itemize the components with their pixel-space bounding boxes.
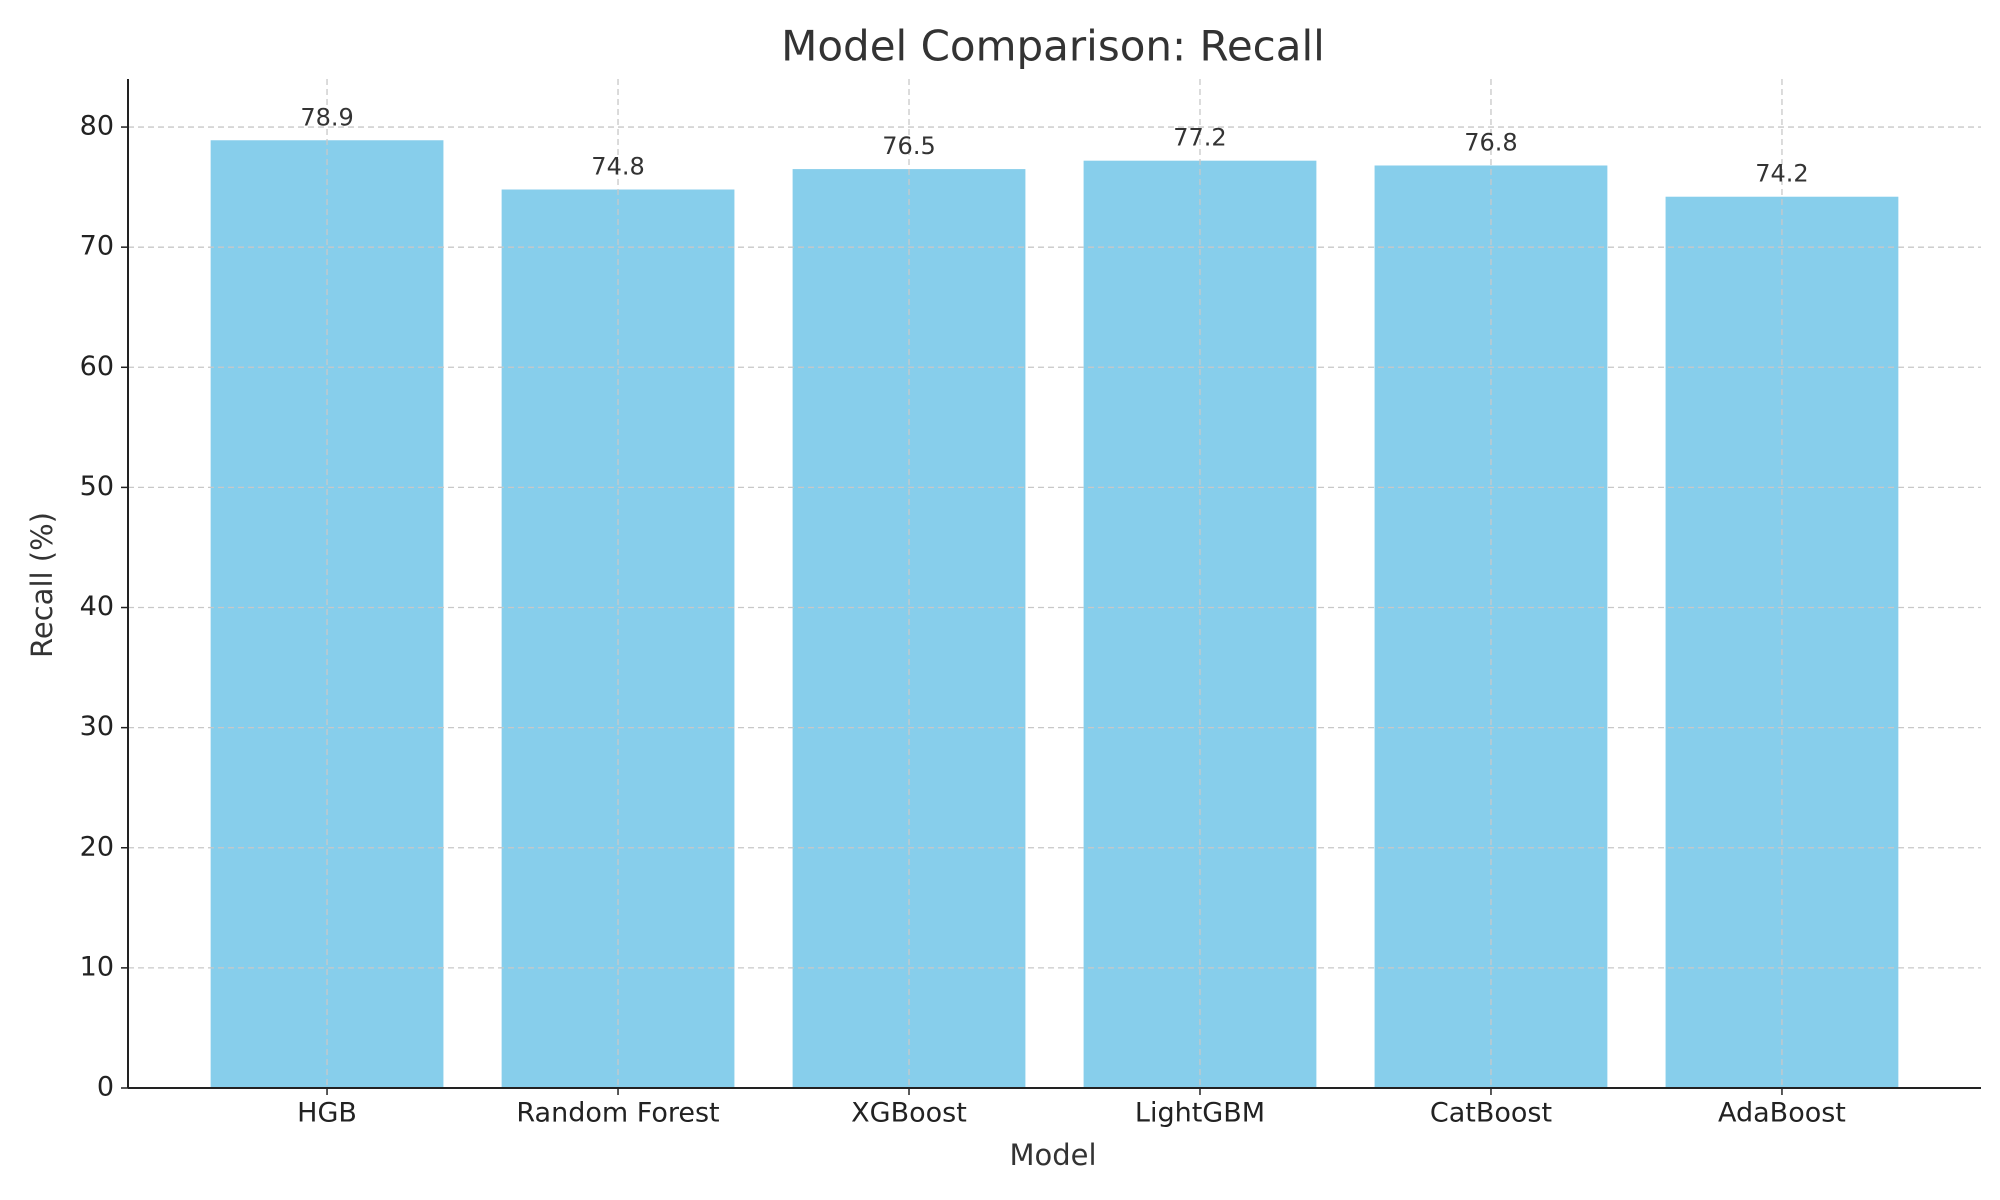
y-tick-label: 40: [80, 591, 114, 622]
value-label: 74.2: [1755, 160, 1808, 188]
x-axis-label: Model: [1009, 1138, 1096, 1172]
y-axis-label: Recall (%): [25, 512, 59, 658]
x-tick-label: HGB: [297, 1098, 357, 1129]
y-tick-label: 30: [80, 711, 114, 742]
y-tick-label: 60: [80, 351, 114, 382]
value-label: 76.8: [1464, 128, 1517, 156]
y-tick-label: 10: [80, 951, 114, 982]
value-label: 77.2: [1173, 124, 1226, 152]
x-tick-label: XGBoost: [851, 1098, 967, 1129]
y-tick-label: 20: [80, 831, 114, 862]
x-tick-label: LightGBM: [1135, 1098, 1265, 1129]
y-tick-label: 50: [80, 471, 114, 502]
value-label: 78.9: [300, 103, 353, 131]
y-tick-label: 70: [80, 231, 114, 262]
x-tick-label: AdaBoost: [1718, 1098, 1846, 1129]
value-label: 76.5: [882, 132, 935, 160]
y-tick-label: 0: [97, 1072, 114, 1103]
chart-title: Model Comparison: Recall: [781, 22, 1325, 71]
x-tick-label: CatBoost: [1430, 1098, 1552, 1129]
y-tick-label: 80: [80, 111, 114, 142]
x-tick-label: Random Forest: [516, 1098, 719, 1129]
value-label: 74.8: [591, 153, 644, 181]
